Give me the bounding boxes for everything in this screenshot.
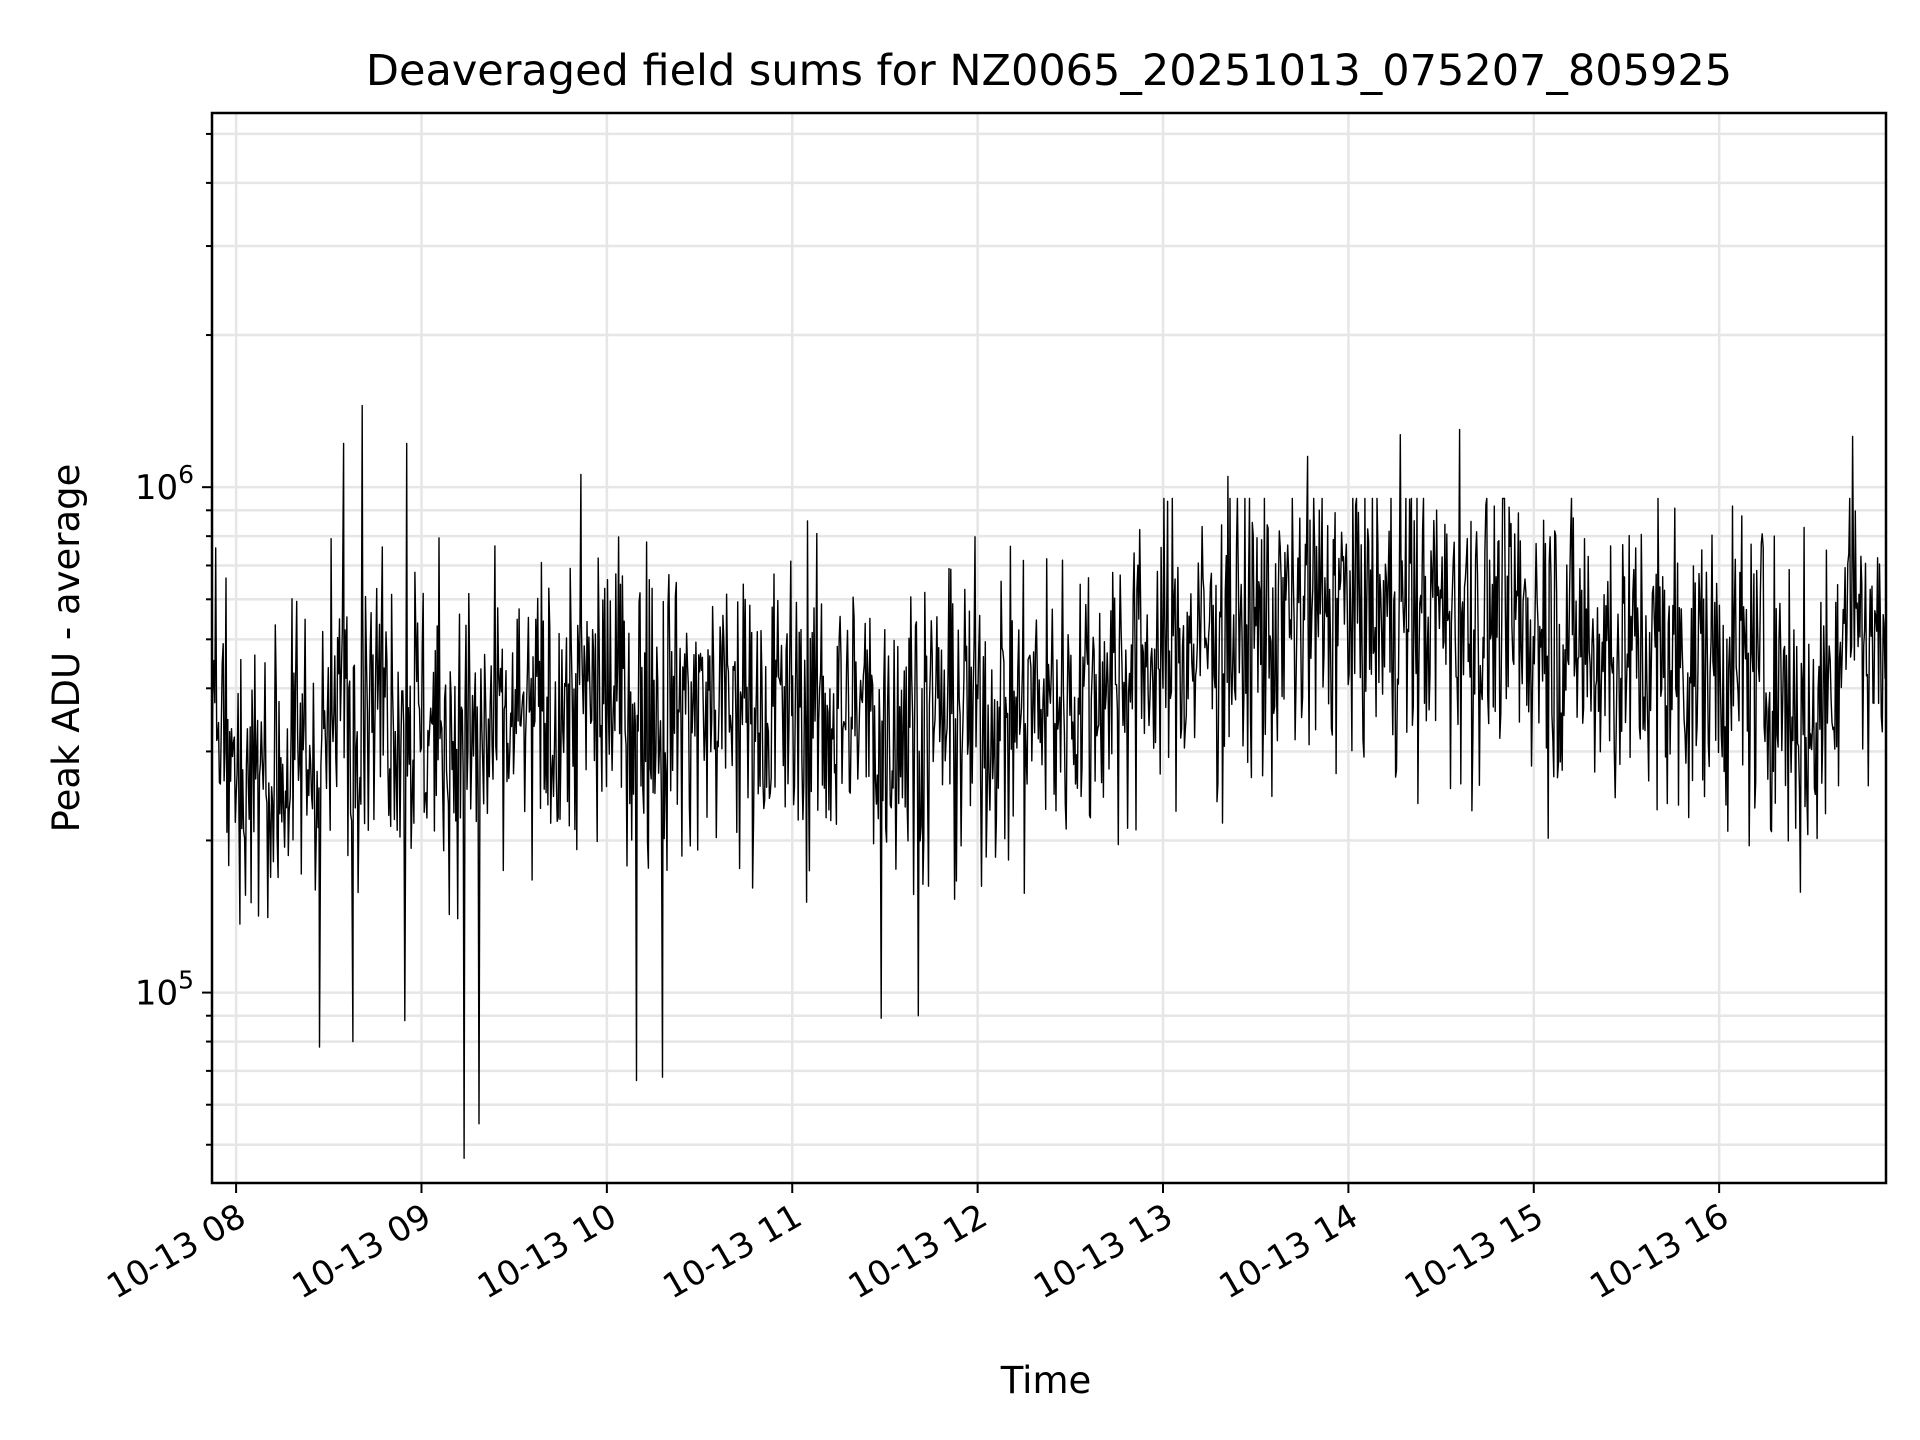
- series-line: [211, 404, 1887, 1159]
- series-layer: [211, 404, 1887, 1159]
- y-axis-label: Peak ADU - average: [45, 464, 88, 833]
- plot-frame: [210, 111, 1888, 1185]
- chart-title: Deaveraged field sums for NZ0065_2025101…: [366, 46, 1732, 96]
- y-tick-label: 106: [135, 460, 194, 508]
- y-axis: 105 106: [135, 132, 212, 1146]
- y-tick-label: 105: [135, 966, 194, 1014]
- x-axis-label: Time: [1000, 1359, 1092, 1402]
